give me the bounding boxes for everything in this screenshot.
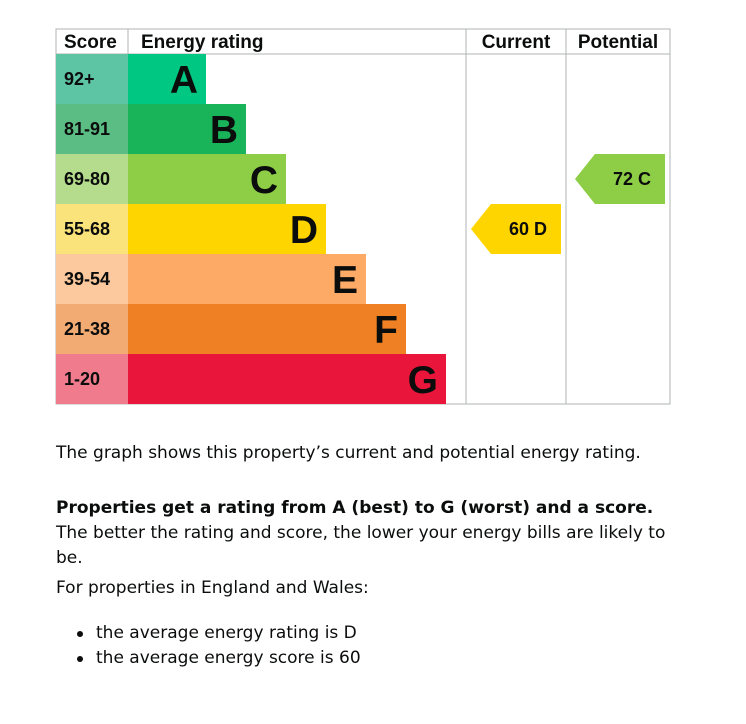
- rating-explanation: Properties get a rating from A (best) to…: [56, 496, 676, 571]
- rating-explanation-rest: The better the rating and score, the low…: [56, 523, 666, 568]
- energy-rating-chart: 92+ A81-91 B69-80 C55-68 D39-54 E21-38 F1-20 G …: [55, 28, 671, 405]
- current-rating-arrow: [471, 204, 561, 254]
- region-note: For properties in England and Wales:: [56, 578, 369, 598]
- band-bar-f: [128, 304, 406, 354]
- score-cell-b: [56, 104, 128, 154]
- score-cell-f: [56, 304, 128, 354]
- band-letter-b: B: [210, 109, 238, 152]
- average-list: the average energy rating is D the avera…: [56, 621, 361, 671]
- score-cell-a: [56, 54, 128, 104]
- score-cell-d: [56, 204, 128, 254]
- band-letter-g: G: [408, 359, 438, 402]
- score-range-d: 55-68: [64, 219, 110, 239]
- potential-header: Potential: [578, 32, 658, 53]
- chart-headers: Score Energy rating Current Potential: [64, 32, 658, 53]
- score-range-a: 92+: [64, 69, 95, 89]
- rating-bands: 92+ A 81-91 B 69-80 C 55-68 D 39-54 E 21-38 F 1-20 G: [56, 54, 446, 404]
- score-cell-e: [56, 254, 128, 304]
- score-header: Score: [64, 32, 117, 53]
- band-bar-d: [128, 204, 326, 254]
- score-range-g: 1-20: [64, 369, 100, 389]
- current-rating-arrow-label: 60 D: [509, 219, 547, 239]
- score-range-f: 21-38: [64, 319, 110, 339]
- band-bar-b: [128, 104, 246, 154]
- band-letter-c: C: [250, 159, 278, 202]
- rating-explanation-bold: Properties get a rating from A (best) to…: [56, 498, 654, 518]
- band-letter-e: E: [332, 259, 358, 302]
- score-range-e: 39-54: [64, 269, 110, 289]
- score-range-c: 69-80: [64, 169, 110, 189]
- band-letter-f: F: [374, 309, 398, 352]
- band-bar-e: [128, 254, 366, 304]
- list-item: the average energy rating is D: [56, 621, 361, 646]
- list-item: the average energy score is 60: [56, 646, 361, 671]
- band-letter-a: A: [170, 59, 198, 102]
- score-cell-g: [56, 354, 128, 404]
- band-bar-g: [128, 354, 446, 404]
- potential-rating-arrow: [575, 154, 665, 204]
- energy-rating-header: Energy rating: [141, 32, 263, 53]
- rating-arrows: 60 D 72 C: [471, 154, 665, 254]
- potential-rating-arrow-label: 72 C: [613, 169, 651, 189]
- band-bar-a: [128, 54, 206, 104]
- band-bar-c: [128, 154, 286, 204]
- score-range-b: 81-91: [64, 119, 110, 139]
- chart-description: The graph shows this property’s current …: [56, 443, 641, 463]
- score-cell-c: [56, 154, 128, 204]
- band-letter-d: D: [290, 209, 318, 252]
- current-header: Current: [482, 32, 551, 53]
